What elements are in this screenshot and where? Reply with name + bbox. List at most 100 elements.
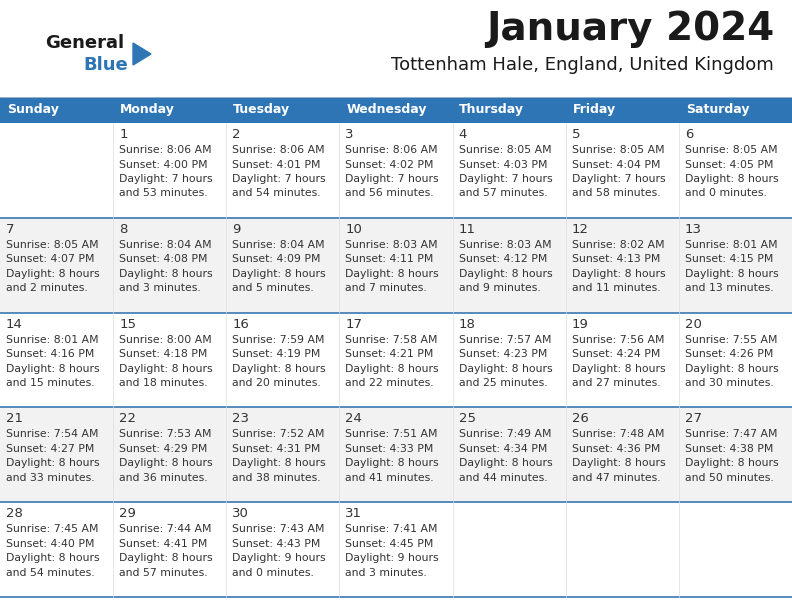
Text: Daylight: 8 hours: Daylight: 8 hours (119, 458, 213, 468)
Text: and 3 minutes.: and 3 minutes. (119, 283, 201, 293)
Text: 16: 16 (232, 318, 249, 330)
Text: Sunrise: 8:01 AM: Sunrise: 8:01 AM (685, 240, 778, 250)
Text: 15: 15 (119, 318, 136, 330)
Text: Tottenham Hale, England, United Kingdom: Tottenham Hale, England, United Kingdom (391, 56, 774, 74)
Text: Monday: Monday (120, 103, 175, 116)
Text: Sunset: 4:03 PM: Sunset: 4:03 PM (459, 160, 547, 170)
Text: Sunset: 4:40 PM: Sunset: 4:40 PM (6, 539, 94, 549)
Text: Sunrise: 8:03 AM: Sunrise: 8:03 AM (459, 240, 551, 250)
Text: Sunset: 4:45 PM: Sunset: 4:45 PM (345, 539, 434, 549)
FancyBboxPatch shape (679, 97, 792, 123)
Text: Sunset: 4:16 PM: Sunset: 4:16 PM (6, 349, 94, 359)
Text: and 54 minutes.: and 54 minutes. (6, 568, 94, 578)
Text: Sunset: 4:13 PM: Sunset: 4:13 PM (572, 255, 660, 264)
Text: Sunset: 4:24 PM: Sunset: 4:24 PM (572, 349, 660, 359)
Text: Daylight: 7 hours: Daylight: 7 hours (232, 174, 326, 184)
Text: 8: 8 (119, 223, 128, 236)
Text: Friday: Friday (573, 103, 615, 116)
Text: Daylight: 8 hours: Daylight: 8 hours (685, 269, 779, 279)
Text: Daylight: 8 hours: Daylight: 8 hours (119, 269, 213, 279)
Text: 31: 31 (345, 507, 363, 520)
Text: and 30 minutes.: and 30 minutes. (685, 378, 774, 388)
Text: Daylight: 9 hours: Daylight: 9 hours (232, 553, 326, 563)
Text: 28: 28 (6, 507, 23, 520)
Text: Sunrise: 8:05 AM: Sunrise: 8:05 AM (685, 145, 778, 155)
Text: Daylight: 7 hours: Daylight: 7 hours (119, 174, 213, 184)
FancyBboxPatch shape (0, 313, 792, 408)
FancyBboxPatch shape (0, 408, 792, 502)
Text: and 11 minutes.: and 11 minutes. (572, 283, 661, 293)
Text: 30: 30 (232, 507, 249, 520)
Text: Sunset: 4:00 PM: Sunset: 4:00 PM (119, 160, 208, 170)
Text: 11: 11 (459, 223, 475, 236)
Text: Thursday: Thursday (459, 103, 524, 116)
Text: 6: 6 (685, 128, 693, 141)
Text: and 15 minutes.: and 15 minutes. (6, 378, 94, 388)
Text: Daylight: 8 hours: Daylight: 8 hours (119, 364, 213, 373)
Text: Sunrise: 7:49 AM: Sunrise: 7:49 AM (459, 430, 551, 439)
Text: Sunrise: 7:55 AM: Sunrise: 7:55 AM (685, 335, 778, 345)
Text: Daylight: 8 hours: Daylight: 8 hours (119, 553, 213, 563)
Text: Sunrise: 8:02 AM: Sunrise: 8:02 AM (572, 240, 664, 250)
Text: and 57 minutes.: and 57 minutes. (119, 568, 208, 578)
Text: 3: 3 (345, 128, 354, 141)
Text: Sunset: 4:38 PM: Sunset: 4:38 PM (685, 444, 773, 454)
Text: and 2 minutes.: and 2 minutes. (6, 283, 88, 293)
FancyBboxPatch shape (565, 97, 679, 123)
Text: and 33 minutes.: and 33 minutes. (6, 473, 94, 483)
Text: and 3 minutes.: and 3 minutes. (345, 568, 427, 578)
Text: Daylight: 8 hours: Daylight: 8 hours (345, 269, 439, 279)
Text: Daylight: 7 hours: Daylight: 7 hours (572, 174, 665, 184)
Text: Sunset: 4:08 PM: Sunset: 4:08 PM (119, 255, 208, 264)
Text: Daylight: 8 hours: Daylight: 8 hours (345, 364, 439, 373)
Text: 17: 17 (345, 318, 363, 330)
Text: Daylight: 8 hours: Daylight: 8 hours (232, 269, 326, 279)
FancyBboxPatch shape (340, 97, 452, 123)
Text: Sunset: 4:26 PM: Sunset: 4:26 PM (685, 349, 773, 359)
Text: Sunrise: 8:05 AM: Sunrise: 8:05 AM (6, 240, 99, 250)
Text: 20: 20 (685, 318, 702, 330)
Text: Daylight: 8 hours: Daylight: 8 hours (459, 269, 552, 279)
Text: Daylight: 8 hours: Daylight: 8 hours (685, 174, 779, 184)
Text: 2: 2 (232, 128, 241, 141)
Text: Sunrise: 7:57 AM: Sunrise: 7:57 AM (459, 335, 551, 345)
Text: Sunrise: 8:05 AM: Sunrise: 8:05 AM (572, 145, 664, 155)
Text: Sunrise: 8:05 AM: Sunrise: 8:05 AM (459, 145, 551, 155)
Text: Sunrise: 7:59 AM: Sunrise: 7:59 AM (232, 335, 325, 345)
FancyBboxPatch shape (227, 97, 340, 123)
Text: Sunrise: 7:44 AM: Sunrise: 7:44 AM (119, 524, 211, 534)
Text: and 5 minutes.: and 5 minutes. (232, 283, 314, 293)
Text: Sunrise: 7:41 AM: Sunrise: 7:41 AM (345, 524, 438, 534)
Text: Daylight: 8 hours: Daylight: 8 hours (232, 458, 326, 468)
Text: Sunrise: 7:53 AM: Sunrise: 7:53 AM (119, 430, 211, 439)
Text: Sunset: 4:12 PM: Sunset: 4:12 PM (459, 255, 547, 264)
Text: Sunrise: 7:43 AM: Sunrise: 7:43 AM (232, 524, 325, 534)
Text: and 38 minutes.: and 38 minutes. (232, 473, 321, 483)
Text: January 2024: January 2024 (485, 10, 774, 48)
Text: and 20 minutes.: and 20 minutes. (232, 378, 321, 388)
Text: 5: 5 (572, 128, 581, 141)
Text: Sunrise: 7:52 AM: Sunrise: 7:52 AM (232, 430, 325, 439)
Text: Sunrise: 7:45 AM: Sunrise: 7:45 AM (6, 524, 98, 534)
Text: and 36 minutes.: and 36 minutes. (119, 473, 208, 483)
Text: Daylight: 8 hours: Daylight: 8 hours (572, 458, 665, 468)
Text: Sunrise: 8:04 AM: Sunrise: 8:04 AM (232, 240, 325, 250)
Text: Daylight: 8 hours: Daylight: 8 hours (685, 458, 779, 468)
Text: Blue: Blue (83, 56, 128, 74)
Text: Sunrise: 8:06 AM: Sunrise: 8:06 AM (345, 145, 438, 155)
Text: Sunrise: 8:06 AM: Sunrise: 8:06 AM (119, 145, 211, 155)
Text: Sunrise: 7:47 AM: Sunrise: 7:47 AM (685, 430, 778, 439)
Text: Sunset: 4:02 PM: Sunset: 4:02 PM (345, 160, 434, 170)
Text: Sunrise: 8:04 AM: Sunrise: 8:04 AM (119, 240, 211, 250)
Text: Sunrise: 8:01 AM: Sunrise: 8:01 AM (6, 335, 99, 345)
Text: 22: 22 (119, 412, 136, 425)
Text: and 7 minutes.: and 7 minutes. (345, 283, 427, 293)
Text: 19: 19 (572, 318, 588, 330)
Text: 21: 21 (6, 412, 23, 425)
Text: Sunrise: 7:51 AM: Sunrise: 7:51 AM (345, 430, 438, 439)
Text: Sunset: 4:33 PM: Sunset: 4:33 PM (345, 444, 434, 454)
Text: Sunrise: 8:03 AM: Sunrise: 8:03 AM (345, 240, 438, 250)
FancyBboxPatch shape (0, 502, 792, 597)
Text: Daylight: 8 hours: Daylight: 8 hours (459, 458, 552, 468)
Text: Sunset: 4:29 PM: Sunset: 4:29 PM (119, 444, 208, 454)
